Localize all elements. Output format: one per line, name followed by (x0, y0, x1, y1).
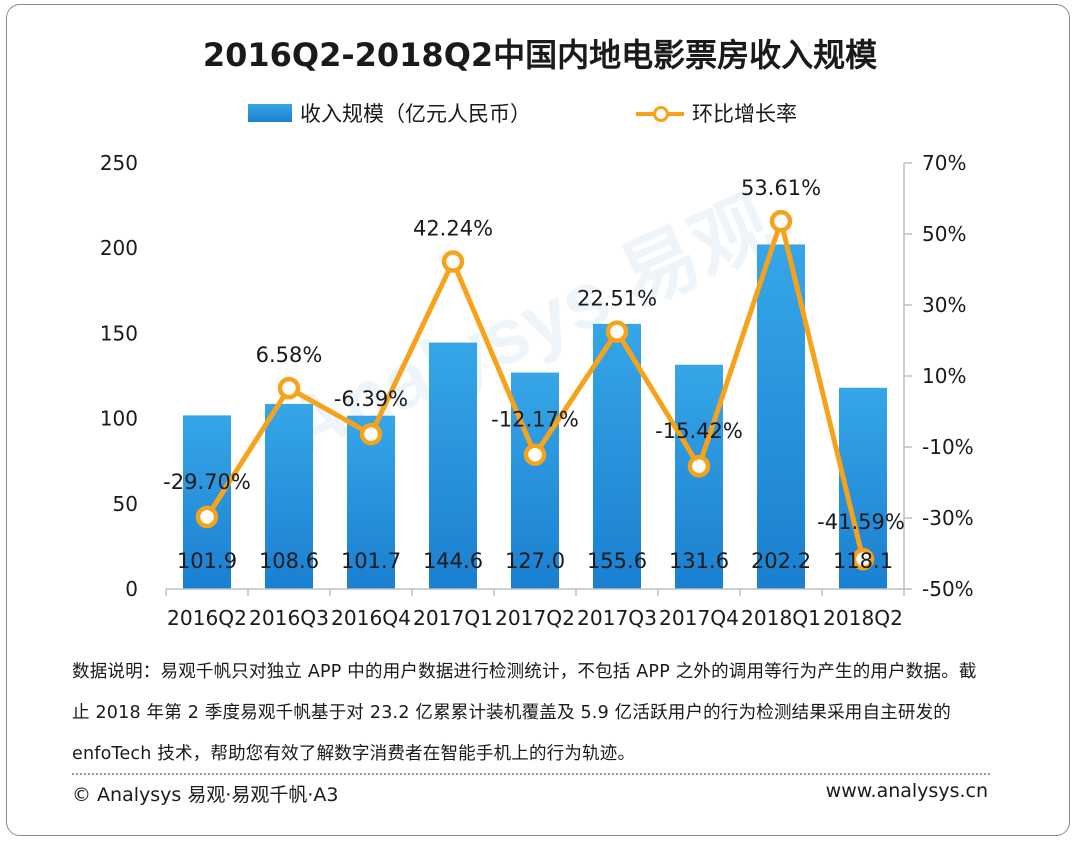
bar-2016Q3 (265, 403, 313, 589)
growth-rate-point-2017Q4 (687, 454, 711, 478)
legend-item-line: 环比增长率 (636, 98, 797, 128)
growth-rate-label: -15.42% (655, 419, 743, 443)
growth-rate-label: 53.61% (741, 176, 821, 200)
footnote: 数据说明：易观千帆只对独立 APP 中的用户数据进行检测统计，不包括 APP 之… (72, 652, 1032, 775)
bar-value-label: 101.9 (177, 549, 237, 573)
bar-value-label: 202.2 (751, 549, 811, 573)
bar-value-label: 131.6 (669, 549, 729, 573)
footer-divider (72, 773, 990, 775)
growth-rate-label: 22.51% (577, 287, 657, 311)
x-tick-label: 2018Q2 (823, 606, 903, 630)
y-right-tick-label: -30% (922, 506, 974, 530)
y-left-tick-label: 200 (100, 236, 138, 260)
growth-rate-label: 6.58% (256, 343, 323, 367)
bar-2017Q3 (593, 323, 641, 589)
footnote-line-3: enfoTech 技术，帮助您有效了解数字消费者在智能手机上的行为轨迹。 (72, 744, 636, 764)
bar-value-label: 108.6 (259, 549, 319, 573)
growth-rate-point-2016Q2 (195, 505, 219, 529)
y-right-tick-label: 70% (922, 151, 966, 175)
y-left-tick-label: 250 (100, 151, 138, 175)
x-tick-label: 2017Q4 (659, 606, 739, 630)
x-tick-label: 2016Q3 (249, 606, 329, 630)
bar-value-label: 155.6 (587, 549, 647, 573)
x-tick-label: 2017Q1 (413, 606, 493, 630)
footnote-line-2: 止 2018 年第 2 季度易观千帆基于对 23.2 亿累累计装机覆盖及 5.9… (72, 703, 951, 723)
x-tick-label: 2018Q1 (741, 606, 821, 630)
footer-copyright: © Analysys 易观·易观千帆·A3 (72, 784, 339, 806)
growth-rate-label: -29.70% (163, 470, 251, 494)
legend: 收入规模（亿元人民币） 环比增长率 (0, 98, 1080, 128)
growth-rate-point-2017Q3 (605, 320, 629, 343)
growth-rate-label: -12.17% (491, 408, 579, 432)
y-right-tick-label: 30% (922, 293, 966, 317)
growth-rate-point-2017Q2 (523, 443, 547, 466)
growth-rate-point-2017Q1 (441, 250, 465, 273)
legend-bar-label: 收入规模（亿元人民币） (300, 102, 531, 126)
bar-2016Q2 (183, 415, 231, 589)
legend-bar-swatch (248, 104, 292, 122)
growth-rate-label: -6.39% (334, 387, 408, 411)
growth-rate-point-2018Q2 (851, 547, 875, 571)
growth-rate-point-2016Q3 (277, 376, 301, 400)
bar-2017Q1 (429, 342, 477, 589)
y-left-tick-label: 0 (125, 577, 138, 601)
y-left-tick-label: 100 (100, 407, 138, 431)
chart-title: 2016Q2-2018Q2中国内地电影票房收入规模 (202, 36, 878, 74)
growth-rate-point-2018Q1 (769, 209, 793, 233)
y-left-tick-label: 150 (100, 321, 138, 345)
growth-rate-label: -41.59% (817, 510, 905, 534)
x-tick-label: 2016Q2 (167, 606, 247, 630)
y-right-tick-label: 10% (922, 364, 966, 388)
x-tick-label: 2017Q2 (495, 606, 575, 630)
legend-line-label: 环比增长率 (692, 102, 797, 126)
x-tick-label: 2016Q4 (331, 606, 411, 630)
growth-rate-point-2016Q4 (359, 422, 383, 446)
footnote-line-1: 数据说明：易观千帆只对独立 APP 中的用户数据进行检测统计，不包括 APP 之… (72, 662, 977, 682)
bar-2017Q2 (511, 372, 559, 589)
x-tick-label: 2017Q3 (577, 606, 657, 630)
y-right-tick-label: 50% (922, 222, 966, 246)
growth-rate-label: 42.24% (413, 217, 493, 241)
y-right-tick-label: -50% (922, 577, 974, 601)
bar-value-label: 118.1 (833, 549, 893, 573)
bar-2018Q1 (757, 244, 805, 589)
bar-value-label: 101.7 (341, 549, 401, 573)
legend-line-swatch (636, 103, 684, 123)
y-right-tick-label: -10% (922, 435, 974, 459)
legend-item-bar: 收入规模（亿元人民币） (248, 98, 531, 128)
y-left-tick-label: 50 (113, 492, 138, 516)
footer-website-link[interactable]: www.analysys.cn (825, 780, 988, 802)
bar-value-label: 127.0 (505, 549, 565, 573)
bar-value-label: 144.6 (423, 549, 483, 573)
